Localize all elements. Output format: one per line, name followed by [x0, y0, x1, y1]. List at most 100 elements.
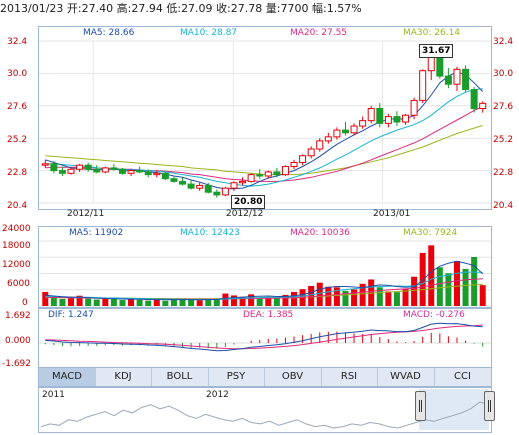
navigator-line — [40, 401, 490, 429]
price-tick-left: 32.4 — [7, 37, 28, 47]
volume-bar — [119, 300, 126, 306]
ma20-legend: MA20: 27.55 — [290, 28, 348, 38]
volume-bar — [188, 299, 195, 306]
price-chart-panel[interactable]: MA5: 28.66 MA10: 28.87 MA20: 27.55 MA30:… — [38, 26, 492, 210]
volume-bar — [333, 287, 340, 306]
quote-summary: 2013/01/23 开:27.40 高:27.94 低:27.09 收:27.… — [0, 0, 519, 16]
candle-body — [58, 170, 66, 174]
volume-bar — [359, 283, 366, 306]
volume-bar — [213, 298, 220, 306]
macd-chart-panel[interactable]: DIF: 1.247 DEA: 1.385 MACD: -0.276 — [38, 308, 492, 368]
price-tick-left: 30.0 — [7, 69, 28, 79]
volume-bar — [76, 295, 83, 306]
volume-tick: 18000 — [2, 241, 31, 251]
tab-macd[interactable]: MACD — [39, 368, 96, 386]
volume-ma5-line — [45, 260, 484, 301]
candle-body — [204, 184, 212, 193]
volume-bar — [342, 290, 349, 306]
indicator-tab-bar: MACD KDJ BOLL PSY OBV RSI WVAD CCI — [38, 367, 492, 387]
close-label: 收: — [216, 2, 231, 15]
candle-body — [179, 180, 187, 185]
candle-body — [187, 183, 195, 189]
tab-psy[interactable]: PSY — [208, 368, 265, 386]
tab-boll[interactable]: BOLL — [151, 368, 209, 386]
volume-bar — [68, 298, 75, 306]
volume-bar — [308, 285, 315, 306]
candle-body — [299, 155, 307, 163]
volume-bar — [205, 299, 212, 306]
volume-bar — [471, 256, 478, 306]
candle-body — [118, 168, 126, 174]
candle-body — [101, 167, 109, 173]
price-tick-right: 30.0 — [493, 69, 514, 79]
candle-body — [281, 166, 289, 176]
volume-ma-legend: MA5: 11902 MA10: 12423 MA20: 10036 MA30:… — [39, 227, 491, 240]
dif-line — [45, 322, 483, 352]
candle-body — [153, 172, 161, 176]
navigator-selected-range — [419, 389, 489, 430]
ma30-line — [45, 125, 483, 176]
candle-body — [419, 70, 427, 101]
candle-body — [470, 89, 478, 109]
high-value: 27.94 — [131, 2, 163, 15]
volume-bar — [59, 298, 66, 306]
candle-body — [170, 178, 178, 182]
price-tick-left: 20.4 — [7, 201, 28, 211]
candle-body — [341, 129, 349, 134]
volume-chart-panel[interactable]: MA5: 11902 MA10: 12423 MA20: 10036 MA30:… — [38, 226, 492, 308]
candle-body — [393, 116, 401, 123]
candle-body — [359, 120, 367, 127]
volume-bar — [179, 298, 186, 306]
range-navigator[interactable]: 2011 2012 — [38, 387, 495, 433]
tab-wvad[interactable]: WVAD — [377, 368, 435, 386]
close-value: 27.78 — [230, 2, 263, 15]
price-tick-left: 22.8 — [7, 168, 28, 178]
dea-line — [45, 324, 483, 350]
tab-obv[interactable]: OBV — [264, 368, 322, 386]
tab-kdj[interactable]: KDJ — [95, 368, 152, 386]
candle-body — [402, 114, 410, 123]
volume-bar — [419, 252, 426, 306]
volume-bar — [462, 268, 469, 306]
price-tick-right: 20.4 — [493, 201, 514, 211]
low-price-callout: 20.80 — [231, 195, 266, 209]
quote-date: 2013/01/23 — [0, 2, 64, 15]
volume-bar — [170, 299, 177, 306]
price-candlestick-svg — [39, 40, 491, 204]
date-tick: 2013/01 — [373, 209, 411, 219]
candle-body — [410, 99, 418, 116]
ma5-legend: MA5: 28.66 — [83, 28, 135, 38]
ma5-line — [45, 71, 484, 190]
change-label: 幅: — [312, 2, 327, 15]
volume-label: 量: — [265, 2, 281, 15]
volume-bar — [291, 291, 298, 306]
volume-bar — [402, 288, 409, 306]
volume-tick: 6000 — [7, 279, 30, 289]
candle-body — [76, 164, 84, 170]
volume-tick: 24000 — [2, 224, 31, 234]
ma10-legend: MA10: 28.87 — [180, 28, 238, 38]
tab-cci[interactable]: CCI — [454, 371, 471, 382]
volume-ma10-line — [45, 271, 483, 301]
volume-bar — [153, 300, 160, 306]
candle-body — [333, 129, 341, 138]
volume-value: 7700 — [280, 2, 309, 15]
range-handle-left[interactable] — [415, 391, 426, 421]
range-handle-right[interactable] — [484, 391, 495, 421]
volume-bar — [222, 293, 229, 306]
candle-body — [50, 163, 58, 172]
macd-tick: 0.000 — [5, 336, 31, 346]
volume-bars-svg — [39, 240, 491, 307]
candle-body — [136, 170, 144, 173]
open-label: 开: — [66, 2, 82, 15]
candle-body — [367, 108, 375, 122]
tab-rsi[interactable]: RSI — [321, 368, 378, 386]
high-price-callout: 31.67 — [419, 44, 454, 58]
candle-body — [196, 184, 204, 189]
change-value: 1.57% — [326, 2, 362, 15]
volume-bar — [85, 298, 92, 306]
vol-ma20-legend: MA20: 10036 — [290, 228, 350, 238]
macd-legend: DIF: 1.247 DEA: 1.385 MACD: -0.276 — [39, 309, 491, 322]
volume-bar — [265, 297, 272, 306]
candle-body — [264, 171, 272, 177]
